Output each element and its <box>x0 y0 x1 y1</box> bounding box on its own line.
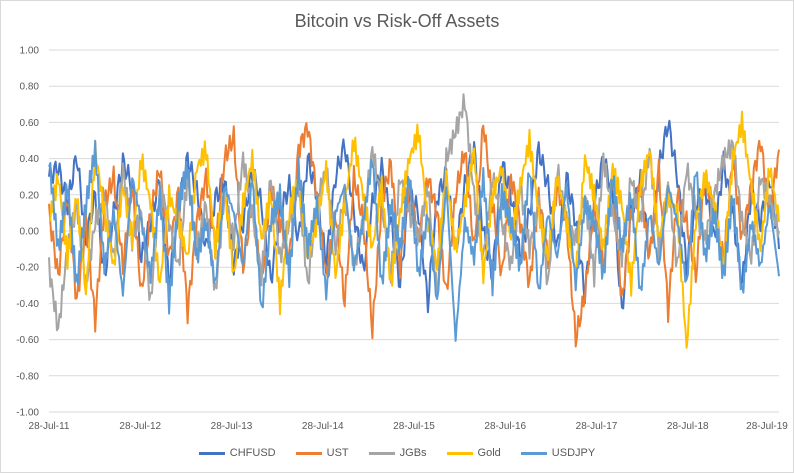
y-tick-label: 0.00 <box>20 227 40 238</box>
x-tick-label: 28-Jul-15 <box>393 421 435 432</box>
y-tick-label: -0.80 <box>16 371 39 382</box>
legend-swatch <box>368 451 395 455</box>
chart-title: Bitcoin vs Risk-Off Assets <box>294 11 500 31</box>
series-lines <box>48 93 780 349</box>
legend-swatch <box>198 451 225 455</box>
legend-label: USDJPY <box>551 447 596 459</box>
legend-swatch <box>520 451 547 455</box>
legend-label: JGBs <box>399 447 427 459</box>
x-tick-label: 28-Jul-13 <box>211 421 253 432</box>
y-tick-label: 0.40 <box>20 154 40 165</box>
y-tick-label: -0.40 <box>16 299 39 310</box>
x-tick-label: 28-Jul-18 <box>667 421 709 432</box>
y-tick-label: 0.20 <box>20 190 40 201</box>
legend-item-chfusd: CHFUSD <box>198 447 276 459</box>
y-tick-label: 0.60 <box>20 118 40 129</box>
x-tick-label: 28-Jul-17 <box>576 421 618 432</box>
y-tick-label: 0.80 <box>20 82 40 93</box>
x-tick-label: 28-Jul-14 <box>302 421 344 432</box>
legend-label: CHFUSD <box>229 447 276 459</box>
legend-label: UST <box>326 447 349 459</box>
y-tick-label: -1.00 <box>16 408 39 419</box>
y-tick-label: 1.00 <box>20 46 40 57</box>
x-tick-label: 28-Jul-11 <box>29 421 70 432</box>
series-line-ust <box>48 122 780 348</box>
y-tick-label: -0.20 <box>16 263 39 274</box>
legend: CHFUSD UST JGBs Gold USDJPY <box>1 447 793 459</box>
legend-item-ust: UST <box>295 447 349 459</box>
x-tick-label: 28-Jul-19 <box>746 421 788 432</box>
x-axis-ticks: 28-Jul-11 28-Jul-12 28-Jul-13 28-Jul-14 28-J… <box>29 421 789 432</box>
legend-swatch <box>295 451 322 455</box>
y-tick-label: -0.60 <box>16 335 39 346</box>
legend-label: Gold <box>477 447 501 459</box>
series-line-gold <box>49 110 780 349</box>
x-tick-label: 28-Jul-12 <box>119 421 161 432</box>
gridlines <box>49 49 779 413</box>
series-line-usdjpy <box>48 139 780 342</box>
legend-item-gold: Gold <box>446 447 501 459</box>
legend-swatch <box>446 451 473 455</box>
x-tick-label: 28-Jul-16 <box>484 421 526 432</box>
legend-item-jgbs: JGBs <box>368 447 427 459</box>
y-axis-ticks: 1.00 0.80 0.60 0.40 0.20 0.00 -0.20 -0.40 -0.60 -… <box>16 46 39 419</box>
legend-item-usdjpy: USDJPY <box>520 447 596 459</box>
